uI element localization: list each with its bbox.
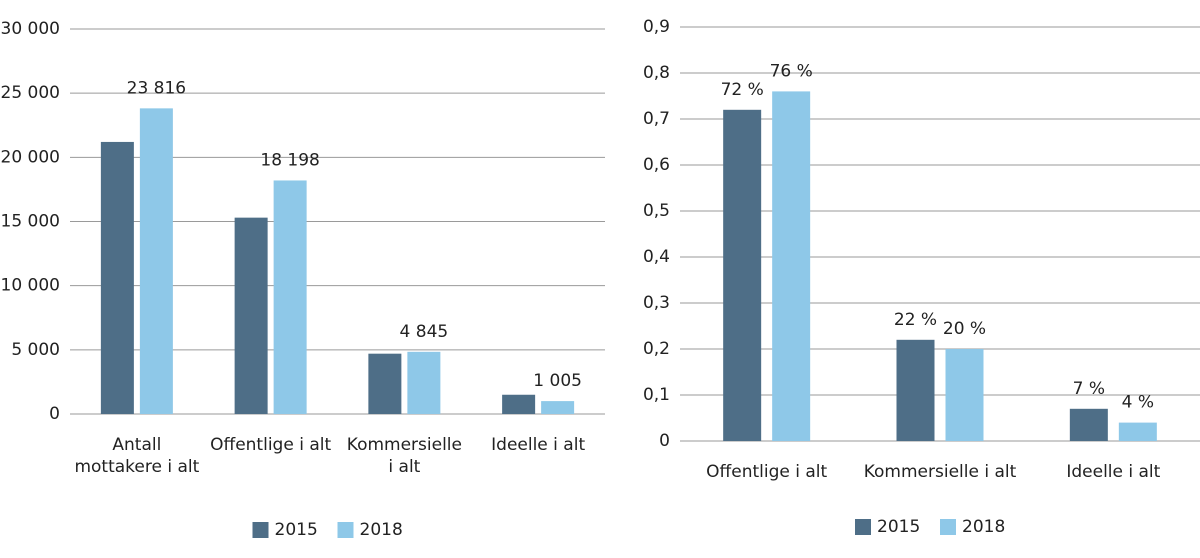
y-tick-label: 0	[659, 431, 670, 451]
y-tick-label: 0,9	[643, 17, 670, 37]
value-label: 4 %	[1122, 393, 1154, 413]
y-tick-label: 5 000	[11, 340, 60, 360]
y-tick-label: 0	[49, 404, 60, 424]
legend-swatch	[855, 519, 871, 535]
value-label: 22 %	[894, 310, 937, 330]
value-label: 1 005	[533, 371, 582, 391]
bar	[407, 351, 441, 414]
legend-label: 2018	[962, 517, 1005, 537]
bar	[234, 217, 268, 414]
y-tick-label: 0,4	[643, 247, 670, 267]
y-tick-label: 0,6	[643, 155, 670, 175]
value-label: 20 %	[943, 319, 986, 339]
x-tick-label: Kommersielle i alt	[863, 462, 1017, 482]
x-tick-label: Offentlige i alt	[706, 462, 828, 482]
legend-swatch	[940, 519, 956, 535]
bar	[541, 401, 575, 414]
bar	[502, 394, 536, 414]
y-tick-label: 0,2	[643, 339, 670, 359]
bar	[1069, 408, 1108, 441]
x-tick-label: Antall mottakere i alt	[74, 435, 200, 477]
bar	[772, 91, 811, 442]
bar	[273, 180, 307, 414]
y-tick-label: 15 000	[1, 212, 60, 232]
value-label: 7 %	[1073, 379, 1105, 399]
value-label: 18 198	[260, 150, 319, 170]
y-tick-label: 0,7	[643, 109, 670, 129]
y-tick-label: 0,8	[643, 63, 670, 83]
bar	[100, 141, 134, 414]
value-label: 72 %	[721, 80, 764, 100]
x-tick-label: Kommersielle i alt	[346, 435, 462, 477]
bar	[723, 109, 762, 442]
x-tick-label: Offentlige i alt	[210, 435, 332, 455]
bar	[945, 349, 984, 441]
value-label: 23 816	[127, 78, 186, 98]
y-tick-label: 0,1	[643, 385, 670, 405]
legend-label: 2015	[275, 520, 318, 540]
y-tick-label: 25 000	[1, 83, 60, 103]
legend-label: 2018	[360, 520, 403, 540]
y-tick-label: 30 000	[1, 19, 60, 39]
y-tick-label: 20 000	[1, 147, 60, 167]
x-tick-label: Ideelle i alt	[491, 435, 586, 455]
bar	[1118, 422, 1157, 441]
legend-swatch	[252, 522, 269, 538]
bar	[896, 339, 935, 441]
y-tick-label: 10 000	[1, 276, 60, 296]
y-tick-label: 0,3	[643, 293, 670, 313]
legend-swatch	[337, 522, 354, 538]
bar	[368, 353, 402, 414]
bar	[139, 108, 173, 415]
y-tick-label: 0,5	[643, 201, 670, 221]
value-label: 76 %	[770, 61, 813, 81]
value-label: 4 845	[400, 322, 449, 342]
legend-label: 2015	[877, 517, 920, 537]
x-tick-label: Ideelle i alt	[1066, 462, 1161, 482]
